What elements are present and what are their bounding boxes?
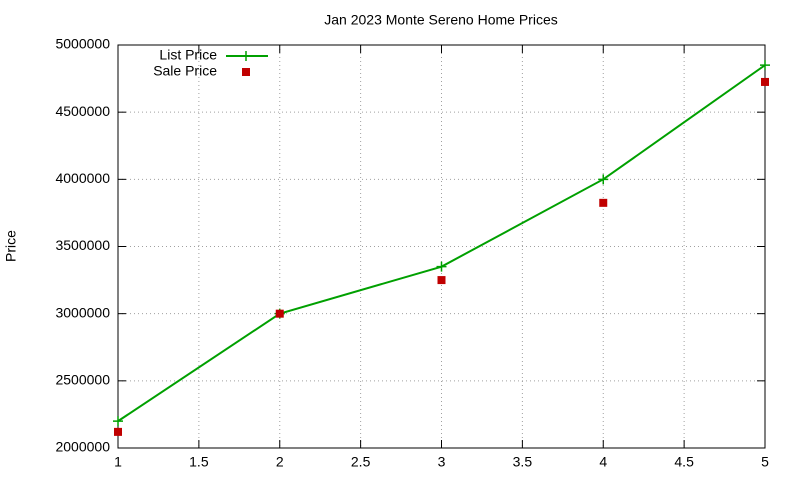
x-tick-label: 4.5 — [674, 454, 694, 470]
y-tick-label: 3000000 — [55, 304, 110, 320]
x-tick-label: 2 — [276, 454, 284, 470]
plot-border — [117, 44, 766, 449]
x-tick-label: 3 — [438, 454, 446, 470]
point-marker — [437, 276, 446, 285]
x-tick-label: 1 — [114, 454, 122, 470]
x-tick-label: 2.5 — [351, 454, 371, 470]
y-tick-label: 2000000 — [55, 439, 110, 455]
y-tick-label: 2500000 — [55, 372, 110, 388]
legend-marker — [241, 51, 251, 61]
y-tick-label: 5000000 — [55, 36, 110, 52]
chart-title: Jan 2023 Monte Sereno Home Prices — [324, 12, 557, 28]
point-marker — [599, 198, 608, 207]
legend-marker — [242, 68, 250, 76]
y-tick-label: 4000000 — [55, 170, 110, 186]
point-marker — [760, 60, 770, 71]
series-line — [117, 64, 766, 422]
point-marker — [761, 77, 769, 86]
point-marker — [114, 427, 122, 436]
legend-label: Sale Price — [153, 63, 217, 79]
point-marker — [598, 174, 609, 185]
point-marker — [275, 309, 284, 318]
x-tick-label: 5 — [761, 454, 769, 470]
y-tick-label: 3500000 — [55, 237, 110, 253]
point-marker — [113, 416, 123, 427]
x-tick-label: 3.5 — [513, 454, 533, 470]
y-tick-label: 4500000 — [55, 103, 110, 119]
x-tick-label: 4 — [599, 454, 607, 470]
x-tick-label: 1.5 — [189, 454, 209, 470]
y-axis-label: Price — [3, 230, 19, 262]
point-marker — [436, 261, 447, 272]
legend-label: List Price — [159, 47, 217, 63]
